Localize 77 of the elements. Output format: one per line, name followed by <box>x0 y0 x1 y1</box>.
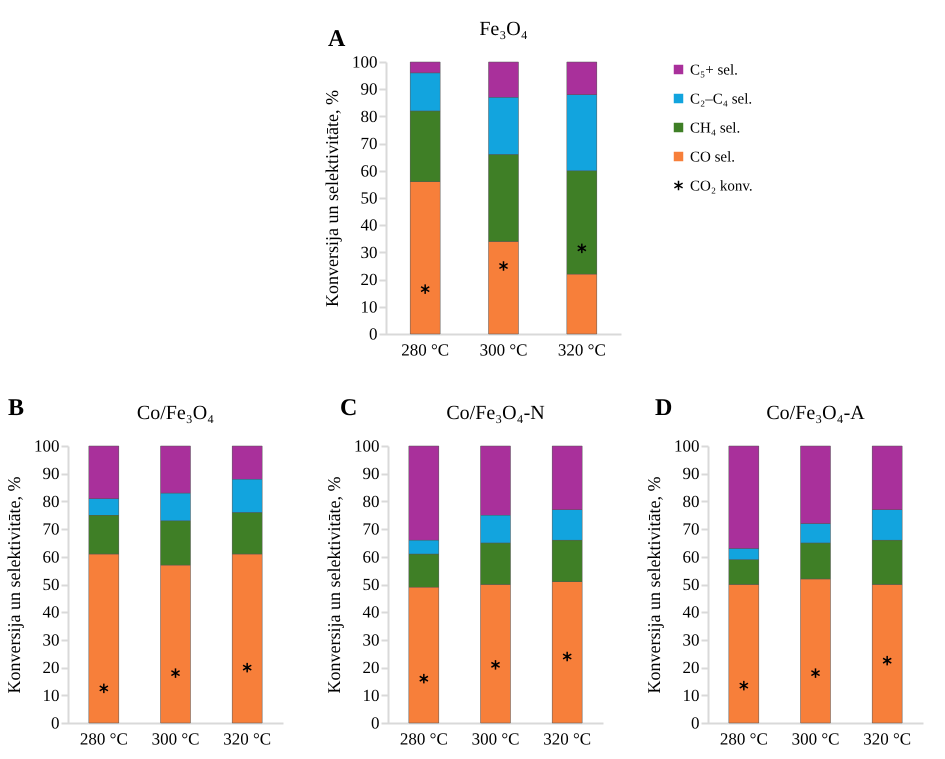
y-tick-label: 70 <box>682 520 700 539</box>
text: C <box>340 395 358 422</box>
y-tick-label: 60 <box>682 547 700 566</box>
y-axis-title: Konversija un selektivitāte, % <box>644 476 664 694</box>
x-tick-label: 320 °C <box>863 730 912 748</box>
y-tick-label: 100 <box>352 52 378 72</box>
point <box>499 261 508 271</box>
x-tick-label: 280 °C <box>400 730 448 748</box>
y-tick-label: 10 <box>360 297 378 316</box>
y-tick-label: 90 <box>42 464 60 484</box>
x-tick-label: 280 °C <box>401 340 450 360</box>
y-tick-label: 30 <box>362 630 380 650</box>
legend-label: C₂–C₄ sel. <box>690 92 752 108</box>
y-tick-label: 20 <box>360 270 378 290</box>
y-tick-label: 50 <box>362 575 380 594</box>
point <box>811 668 820 678</box>
y-tick-label: 90 <box>360 80 378 99</box>
y-tick-label: 30 <box>682 630 700 650</box>
chart-title: Co/Fe₃O₄-N <box>446 402 545 424</box>
y-tick-label: 50 <box>360 188 378 208</box>
x-tick-label: 300 °C <box>472 730 520 748</box>
point <box>171 668 180 678</box>
y-tick-label: 100 <box>34 436 60 456</box>
legend-label: CO₂ konv. <box>690 178 753 194</box>
y-axis-title: Konversija un selektivitāte, % <box>322 90 342 307</box>
x-tick-label: 280 °C <box>80 730 128 748</box>
y-tick-label: 90 <box>362 464 380 484</box>
text: D <box>655 395 672 422</box>
y-tick-label: 10 <box>42 686 60 705</box>
y-tick-label: 40 <box>362 602 380 622</box>
y-tick-label: 70 <box>362 520 380 539</box>
y-tick-label: 0 <box>51 714 60 732</box>
y-tick-label: 40 <box>682 602 700 622</box>
y-tick-label: 50 <box>42 575 60 594</box>
legend-label: CH₄ sel. <box>690 120 740 136</box>
y-tick-label: 30 <box>42 630 60 650</box>
y-tick-label: 40 <box>360 216 378 235</box>
y-tick-label: 80 <box>362 492 380 511</box>
legend-label: CO sel. <box>690 150 735 166</box>
point <box>491 660 500 670</box>
x-tick-label: 300 °C <box>152 730 200 748</box>
y-tick-label: 30 <box>360 242 378 262</box>
y-tick-label: 60 <box>360 161 378 180</box>
text: A <box>328 26 346 53</box>
x-tick-label: 300 °C <box>480 340 528 360</box>
y-tick-label: 100 <box>354 436 380 456</box>
chart-title: Co/Fe₃O₄-A <box>766 402 866 424</box>
y-tick-label: 80 <box>42 492 60 511</box>
x-tick-label: 300 °C <box>792 730 840 748</box>
y-tick-label: 50 <box>682 575 700 594</box>
y-tick-label: 90 <box>682 464 700 484</box>
y-tick-label: 20 <box>682 658 700 678</box>
y-axis-title: Konversija un selektivitāte, % <box>4 476 24 694</box>
y-tick-label: 40 <box>42 602 60 622</box>
y-axis-title: Konversija un selektivitāte, % <box>324 476 344 694</box>
x-tick-label: 320 °C <box>558 340 606 360</box>
y-tick-label: 80 <box>360 106 378 126</box>
y-tick-label: 70 <box>42 520 60 539</box>
y-tick-label: 80 <box>682 492 700 511</box>
y-tick-label: 70 <box>360 134 378 154</box>
y-tick-label: 0 <box>371 714 380 732</box>
chart-title: Co/Fe₃O₄ <box>136 402 214 424</box>
y-tick-label: 20 <box>362 658 380 678</box>
y-tick-label: 60 <box>362 547 380 566</box>
y-tick-label: 60 <box>42 547 60 566</box>
y-tick-label: 100 <box>674 436 700 456</box>
text: B <box>8 395 24 422</box>
y-tick-label: 10 <box>362 686 380 705</box>
x-tick-label: 320 °C <box>543 730 592 748</box>
y-tick-label: 0 <box>691 714 700 732</box>
y-tick-label: 10 <box>682 686 700 705</box>
y-tick-label: 0 <box>369 324 378 344</box>
x-tick-label: 320 °C <box>223 730 272 748</box>
legend-label: C₅+ sel. <box>690 62 738 78</box>
chart-title: Fe₃O₄ <box>479 18 528 40</box>
y-tick-label: 20 <box>42 658 60 678</box>
x-tick-label: 280 °C <box>720 730 768 748</box>
